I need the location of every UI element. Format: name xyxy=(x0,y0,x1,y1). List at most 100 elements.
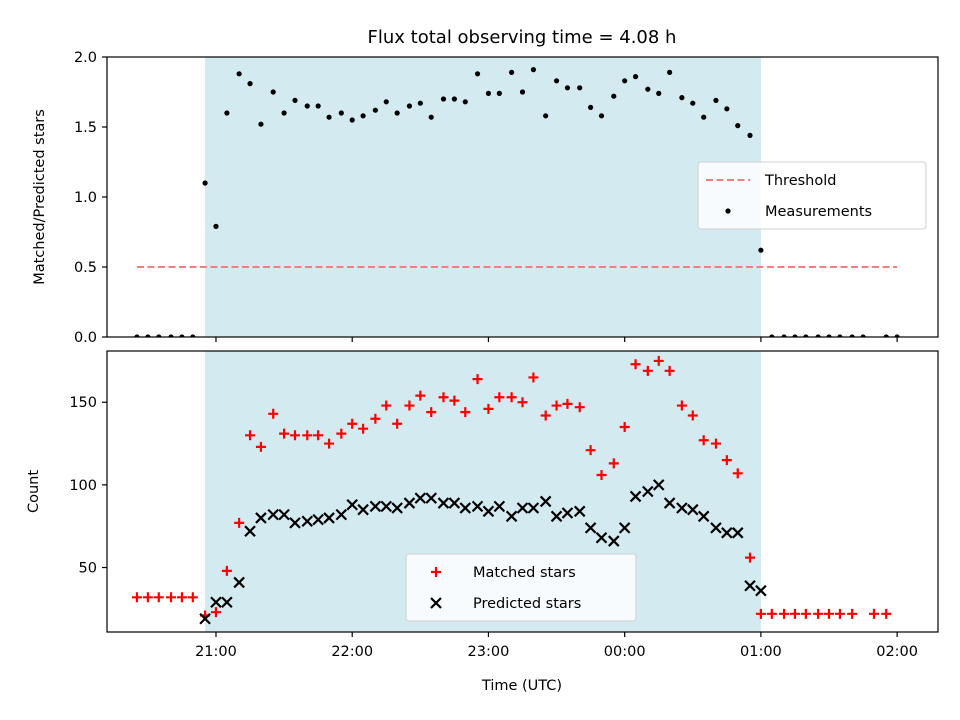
matched-stars-point xyxy=(813,608,824,619)
measurements-point xyxy=(553,78,560,84)
matched-stars-point xyxy=(528,372,539,383)
predicted-stars-point xyxy=(493,500,506,513)
predicted-stars-point xyxy=(755,584,767,597)
measurements-point xyxy=(849,334,855,337)
matched-stars-point xyxy=(630,359,641,370)
predicted-stars-point xyxy=(676,502,688,514)
measurements-point xyxy=(645,86,651,92)
matched-stars-point xyxy=(698,435,709,446)
matched-stars-point xyxy=(676,400,687,411)
axes-frame xyxy=(106,350,939,633)
matched-stars-point xyxy=(732,468,743,479)
measurements-point xyxy=(826,334,832,337)
matched-stars-point xyxy=(210,607,221,618)
predicted-stars-point xyxy=(210,596,222,609)
y-tick-label: 50 xyxy=(79,561,97,577)
predicted-stars-point xyxy=(642,485,654,498)
matched-stars-point xyxy=(596,469,607,480)
legend-dot-swatch xyxy=(725,208,731,214)
predicted-stars-point xyxy=(244,525,256,537)
measurements-point xyxy=(690,100,696,106)
measurements-point xyxy=(792,334,798,337)
x-tick-label: 21:00 xyxy=(195,644,237,660)
predicted-stars-point xyxy=(527,502,540,514)
predicted-stars-point xyxy=(459,502,472,514)
predicted-stars-point xyxy=(584,522,597,534)
measurements-point xyxy=(713,97,719,103)
matched-stars-point xyxy=(574,402,585,413)
matched-stars-point xyxy=(824,608,835,619)
measurements-point xyxy=(667,69,673,75)
predicted-stars-point xyxy=(516,502,529,514)
measurements-point xyxy=(190,334,196,337)
measurements-point xyxy=(156,334,162,337)
predicted-stars-point xyxy=(437,497,450,509)
measurements-point xyxy=(656,90,662,96)
predicted-stars-point xyxy=(403,497,416,509)
matched-stars-point xyxy=(483,403,494,414)
measurements-point xyxy=(224,110,230,116)
measurements-point xyxy=(519,89,526,95)
measurements-point xyxy=(406,103,413,109)
predicted-stars-point xyxy=(629,490,642,503)
measurements-point xyxy=(803,334,809,337)
matched-stars-point xyxy=(755,608,766,619)
predicted-stars-point xyxy=(312,513,324,526)
predicted-stars-point xyxy=(448,497,461,509)
y-tick-label: 2.0 xyxy=(74,50,97,66)
matched-stars-point xyxy=(166,592,177,603)
predicted-stars-point xyxy=(414,492,427,504)
matched-stars-point xyxy=(255,441,266,452)
measurements-point xyxy=(292,97,298,103)
matched-stars-point xyxy=(234,517,245,528)
legend-box xyxy=(405,553,637,622)
predicted-stars-point xyxy=(278,508,290,521)
matched-stars-point xyxy=(449,395,460,406)
matched-stars-point xyxy=(302,430,313,441)
x-tick-label: 22:00 xyxy=(331,644,373,660)
measurements-point xyxy=(383,99,389,105)
measurements-point xyxy=(134,334,140,337)
y-tick-label: 0.5 xyxy=(74,260,97,276)
predicted-stars-point xyxy=(618,522,631,534)
matched-stars-point xyxy=(642,365,653,376)
matched-stars-point xyxy=(653,355,664,366)
matched-stars-point xyxy=(540,410,551,421)
matched-stars-point xyxy=(370,413,381,424)
predicted-stars-point xyxy=(607,535,620,547)
predicted-stars-point xyxy=(391,502,403,514)
measurements-point xyxy=(577,85,583,91)
measurements-point xyxy=(860,334,866,337)
legend-label: Measurements xyxy=(765,204,872,220)
measurements-point xyxy=(202,180,208,186)
ratio-panel: 0.0 0.5 1.0 1.5 2.0 Matched/Predicted stars Th… xyxy=(32,50,939,346)
predicted-stars-point xyxy=(550,510,563,523)
predicted-stars-point xyxy=(721,527,733,539)
measurements-point xyxy=(179,334,185,337)
measurements-point xyxy=(338,110,344,116)
predicted-stars-point xyxy=(744,579,756,592)
matched-stars-point xyxy=(562,398,573,409)
predicted-stars-point xyxy=(335,508,348,521)
measurements-point xyxy=(462,99,468,105)
matched-stars-point xyxy=(585,445,596,456)
predicted-stars-point xyxy=(323,512,335,524)
predicted-stars-point xyxy=(369,500,382,513)
predicted-stars-point xyxy=(573,505,586,518)
predicted-stars-point xyxy=(561,507,574,519)
measurements-point xyxy=(701,114,707,120)
predicted-stars-point xyxy=(595,532,608,544)
predicted-stars-point xyxy=(425,492,438,504)
matched-stars-point xyxy=(131,592,142,603)
matched-stars-point xyxy=(404,400,415,411)
chart-title: Flux total observing time = 4.08 h xyxy=(368,27,677,48)
x-tick-label: 23:00 xyxy=(468,644,510,660)
matched-stars-point xyxy=(881,608,892,619)
measurements-point xyxy=(372,107,378,113)
legend-plus-swatch xyxy=(431,567,441,577)
predicted-stars-point xyxy=(267,508,279,521)
y-tick-label: 0.0 xyxy=(74,330,97,346)
matched-stars-point xyxy=(847,608,858,619)
matched-stars-point xyxy=(834,608,845,619)
